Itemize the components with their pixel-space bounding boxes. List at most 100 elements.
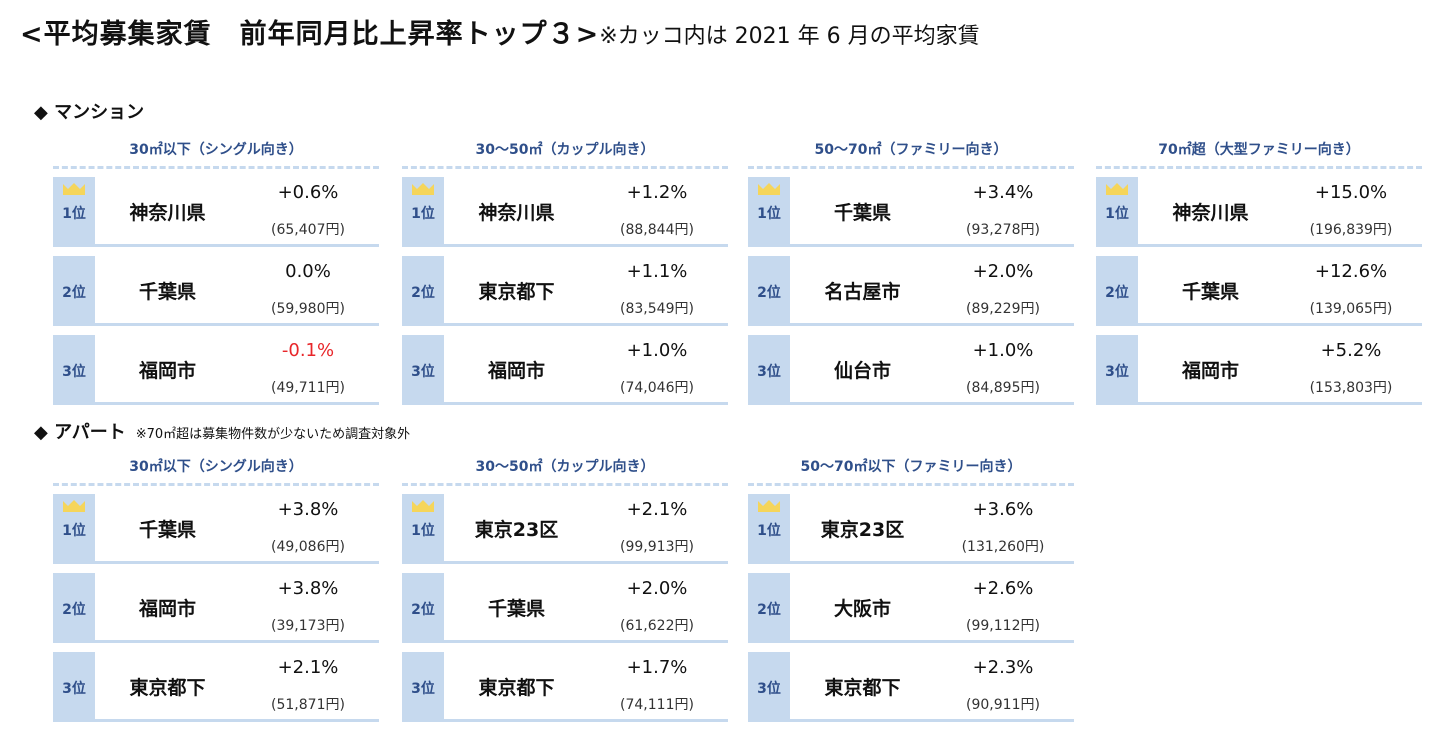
panel-heading: 70㎡超（大型ファミリー向き） bbox=[1158, 142, 1360, 158]
rank-cell: 2位 bbox=[53, 256, 95, 326]
rank-cell: 1位 bbox=[748, 177, 790, 247]
average-rent: (89,229円) bbox=[966, 301, 1040, 317]
mansion-panel: 30㎡以下（シングル向き） 1位 神奈川県 +0.6% (65,407円) 2位 千葉県 0.… bbox=[53, 138, 379, 414]
rank-label: 2位 bbox=[411, 285, 435, 301]
average-rent: (61,622円) bbox=[620, 618, 694, 634]
change-rate: +1.2% bbox=[626, 182, 688, 203]
ranking-row: 2位 大阪市 +2.6% (99,112円) bbox=[748, 573, 1074, 643]
average-rent: (93,278円) bbox=[966, 222, 1040, 238]
crown-icon bbox=[1106, 183, 1128, 195]
change-rate: +3.8% bbox=[277, 578, 339, 599]
rank-cell: 3位 bbox=[402, 335, 444, 405]
dashed-divider bbox=[748, 166, 1074, 169]
average-rent: (196,839円) bbox=[1309, 222, 1393, 238]
rank-cell: 2位 bbox=[748, 573, 790, 643]
rank-label: 3位 bbox=[411, 364, 435, 380]
rank-cell: 2位 bbox=[402, 256, 444, 326]
average-rent: (99,112円) bbox=[966, 618, 1040, 634]
ranking-row: 2位 福岡市 +3.8% (39,173円) bbox=[53, 573, 379, 643]
area-name: 福岡市 bbox=[487, 360, 545, 382]
average-rent: (39,173円) bbox=[271, 618, 345, 634]
rank-cell: 3位 bbox=[402, 652, 444, 722]
rank-cell: 3位 bbox=[1096, 335, 1138, 405]
rank-label: 2位 bbox=[1105, 285, 1129, 301]
mansion-panel: 70㎡超（大型ファミリー向き） 1位 神奈川県 +15.0% (196,839円) 2位 千… bbox=[1096, 138, 1422, 414]
rank-cell: 1位 bbox=[402, 177, 444, 247]
ranking-row: 1位 神奈川県 +15.0% (196,839円) bbox=[1096, 177, 1422, 247]
ranking-row: 3位 仙台市 +1.0% (84,895円) bbox=[748, 335, 1074, 405]
panel-heading: 50〜70㎡以下（ファミリー向き） bbox=[800, 459, 1022, 475]
ranking-row: 3位 福岡市 -0.1% (49,711円) bbox=[53, 335, 379, 405]
ranking-row: 3位 東京都下 +2.3% (90,911円) bbox=[748, 652, 1074, 722]
change-rate: +2.1% bbox=[626, 499, 688, 520]
change-rate: +1.7% bbox=[626, 657, 688, 678]
ranking-row: 1位 東京23区 +2.1% (99,913円) bbox=[402, 494, 728, 564]
average-rent: (99,913円) bbox=[620, 539, 694, 555]
area-name: 千葉県 bbox=[138, 519, 196, 541]
dashed-divider bbox=[402, 166, 728, 169]
rank-label: 1位 bbox=[62, 206, 86, 222]
change-rate: +2.0% bbox=[972, 261, 1034, 282]
crown-icon bbox=[758, 500, 780, 512]
area-name: 千葉県 bbox=[833, 202, 891, 224]
area-name: 千葉県 bbox=[138, 281, 196, 303]
area-name: 大阪市 bbox=[833, 598, 891, 620]
area-name: 神奈川県 bbox=[129, 202, 206, 224]
change-rate: +2.6% bbox=[972, 578, 1034, 599]
crown-icon bbox=[63, 183, 85, 195]
area-name: 福岡市 bbox=[138, 598, 196, 620]
apart-section-label: ◆ アパート ※70㎡超は募集物件数が少ないため調査対象外 bbox=[34, 418, 410, 444]
change-rate: 0.0% bbox=[285, 261, 331, 282]
ranking-row: 2位 千葉県 +2.0% (61,622円) bbox=[402, 573, 728, 643]
area-name: 東京23区 bbox=[820, 519, 905, 541]
area-name: 東京都下 bbox=[478, 281, 555, 303]
ranking-row: 1位 東京23区 +3.6% (131,260円) bbox=[748, 494, 1074, 564]
dashed-divider bbox=[53, 166, 379, 169]
rank-label: 3位 bbox=[757, 681, 781, 697]
panel-heading: 30㎡以下（シングル向き） bbox=[129, 459, 303, 475]
dashed-divider bbox=[402, 483, 728, 486]
apart-panel: 30㎡以下（シングル向き） 1位 千葉県 +3.8% (49,086円) 2位 福岡市 +3.… bbox=[53, 455, 379, 731]
mansion-section-label: ◆ マンション bbox=[34, 98, 144, 124]
average-rent: (49,086円) bbox=[271, 539, 345, 555]
rank-cell: 1位 bbox=[748, 494, 790, 564]
change-rate: +3.6% bbox=[972, 499, 1034, 520]
area-name: 千葉県 bbox=[1181, 281, 1239, 303]
rank-label: 3位 bbox=[411, 681, 435, 697]
rank-cell: 1位 bbox=[53, 494, 95, 564]
area-name: 名古屋市 bbox=[824, 281, 901, 303]
average-rent: (51,871円) bbox=[271, 697, 345, 713]
ranking-row: 1位 千葉県 +3.4% (93,278円) bbox=[748, 177, 1074, 247]
ranking-row: 3位 東京都下 +1.7% (74,111円) bbox=[402, 652, 728, 722]
rank-label: 3位 bbox=[1105, 364, 1129, 380]
average-rent: (139,065円) bbox=[1309, 301, 1393, 317]
rank-label: 2位 bbox=[411, 602, 435, 618]
rank-label: 2位 bbox=[757, 285, 781, 301]
crown-icon bbox=[758, 183, 780, 195]
title-note: ※カッコ内は 2021 年 6 月の平均家賃 bbox=[599, 24, 980, 49]
crown-icon bbox=[412, 183, 434, 195]
change-rate: +15.0% bbox=[1314, 182, 1388, 203]
rank-label: 3位 bbox=[757, 364, 781, 380]
change-rate: +5.2% bbox=[1320, 340, 1382, 361]
rank-label: 1位 bbox=[62, 523, 86, 539]
dashed-divider bbox=[53, 483, 379, 486]
change-rate: +12.6% bbox=[1314, 261, 1388, 282]
ranking-row: 2位 名古屋市 +2.0% (89,229円) bbox=[748, 256, 1074, 326]
change-rate: +3.4% bbox=[972, 182, 1034, 203]
mansion-panel: 50〜70㎡（ファミリー向き） 1位 千葉県 +3.4% (93,278円) 2位 名古屋市… bbox=[748, 138, 1074, 414]
crown-icon bbox=[63, 500, 85, 512]
rank-label: 1位 bbox=[1105, 206, 1129, 222]
dashed-divider bbox=[1096, 166, 1422, 169]
rank-cell: 3位 bbox=[748, 335, 790, 405]
average-rent: (83,549円) bbox=[620, 301, 694, 317]
average-rent: (153,803円) bbox=[1309, 380, 1393, 396]
area-name: 千葉県 bbox=[487, 598, 545, 620]
ranking-row: 2位 千葉県 0.0% (59,980円) bbox=[53, 256, 379, 326]
ranking-row: 1位 千葉県 +3.8% (49,086円) bbox=[53, 494, 379, 564]
rank-label: 3位 bbox=[62, 364, 86, 380]
apart-panel: 30〜50㎡（カップル向き） 1位 東京23区 +2.1% (99,913円) 2位 千葉県… bbox=[402, 455, 728, 731]
rank-label: 1位 bbox=[411, 206, 435, 222]
change-rate: +1.0% bbox=[972, 340, 1034, 361]
average-rent: (84,895円) bbox=[966, 380, 1040, 396]
